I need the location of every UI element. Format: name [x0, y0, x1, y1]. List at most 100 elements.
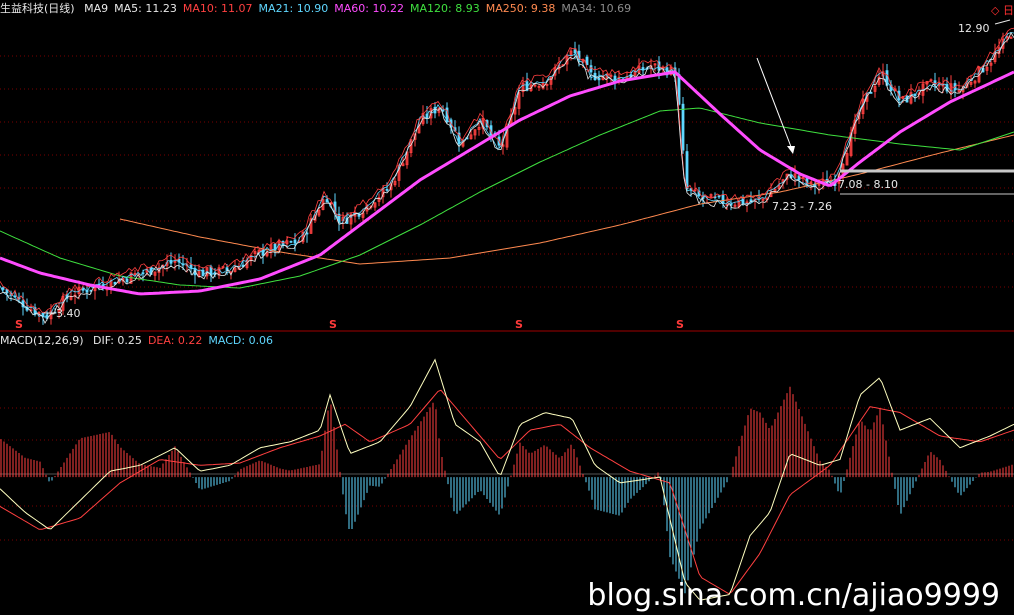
candle-body — [133, 273, 137, 276]
candle-body — [377, 197, 381, 202]
candle-body — [845, 153, 849, 166]
signal-mark: S — [676, 318, 684, 331]
candle-body — [373, 202, 377, 208]
macd-lines — [0, 358, 1014, 601]
candle-body — [597, 77, 601, 81]
moving-average-lines — [0, 27, 1014, 325]
ma-item: MA10: 11.07 — [182, 2, 253, 15]
chart-title: 生益科技(日线) — [0, 2, 75, 15]
candle-body — [153, 271, 157, 276]
candle-body — [61, 296, 65, 311]
candle-body — [253, 251, 257, 254]
candle-body — [857, 112, 861, 120]
candle-body — [685, 151, 689, 190]
macd-values: DIF: 0.25 DEA: 0.22 MACD: 0.06 — [93, 334, 279, 347]
candle-body — [317, 209, 321, 216]
candle-body — [109, 279, 113, 287]
period-flag[interactable]: ◇ 日 — [991, 4, 1014, 17]
candle-body — [633, 70, 637, 76]
ma-item: MA5: 11.23 — [114, 2, 177, 15]
candle-body — [441, 109, 445, 112]
ma-item: MA120: 8.93 — [409, 2, 480, 15]
ma60-line — [0, 70, 1014, 296]
candle-body — [761, 198, 765, 201]
candle-body — [653, 63, 657, 66]
candle-body — [585, 56, 589, 66]
candle-body — [681, 103, 685, 151]
candle-body — [817, 183, 821, 186]
candle-body — [549, 76, 553, 85]
candle-body — [517, 92, 521, 109]
candle-body — [473, 129, 477, 136]
candle-body — [289, 240, 293, 243]
ma-item: MA250: 9.38 — [485, 2, 556, 15]
macd-item: DEA: 0.22 — [147, 334, 203, 347]
candle-body — [573, 49, 577, 54]
candle-body — [349, 214, 353, 225]
candle-body — [393, 180, 397, 186]
candle-body — [477, 126, 481, 130]
candle-body — [293, 239, 297, 244]
low-price-label: 3.40 — [56, 307, 81, 320]
signal-mark: S — [15, 318, 23, 331]
ma250-line — [119, 134, 1014, 265]
candle-body — [721, 195, 725, 204]
candle-body — [389, 184, 393, 191]
candle-body — [321, 199, 325, 210]
ma-item: MA34: 10.69 — [561, 2, 632, 15]
candle-body — [537, 85, 541, 88]
candle-body — [257, 249, 261, 253]
candle-body — [793, 173, 797, 179]
candle-body — [1009, 37, 1013, 39]
candle-body — [421, 113, 425, 125]
candle-body — [469, 134, 473, 140]
candle-body — [265, 252, 269, 257]
high-marker — [994, 19, 1011, 25]
candle-body — [797, 175, 801, 180]
candle-body — [173, 260, 177, 263]
ma-values: MA9 MA5: 11.23 MA10: 11.07 MA21: 10.90 MA60:… — [84, 2, 637, 15]
chart-annotations — [44, 19, 1014, 314]
signal-mark: S — [515, 318, 523, 331]
range-label-2: 7.08 - 8.10 — [838, 178, 898, 191]
range-label-1: 7.23 - 7.26 — [772, 200, 832, 213]
candle-body — [1, 287, 5, 290]
macd-histogram — [0, 386, 1013, 594]
candle-body — [717, 195, 721, 198]
candle-body — [417, 124, 421, 134]
candle-body — [309, 218, 313, 234]
candle-body — [869, 91, 873, 94]
ma-item: MA21: 10.90 — [258, 2, 329, 15]
dif-line — [0, 358, 1014, 601]
candle-body — [933, 80, 937, 86]
high-price-label: 12.90 — [958, 22, 990, 35]
candle-body — [949, 83, 953, 93]
candle-body — [733, 204, 737, 207]
grid-lines — [0, 55, 1014, 541]
candle-body — [989, 62, 993, 66]
candle-body — [353, 212, 357, 217]
candle-body — [249, 255, 253, 261]
candle-body — [313, 214, 317, 221]
macd-title: MACD(12,26,9) — [0, 334, 84, 347]
pointer-arrow — [756, 57, 794, 153]
candle-body — [385, 189, 389, 191]
candle-body — [581, 58, 585, 63]
ma-item: MA9 — [84, 2, 109, 15]
candle-body — [113, 281, 117, 285]
candle-body — [401, 163, 405, 167]
candle-body — [965, 82, 969, 88]
candle-body — [745, 201, 749, 204]
ma10-line — [0, 27, 1014, 313]
candle-body — [273, 243, 277, 251]
watermark: blog.sina.com.cn/ajiao9999 — [587, 578, 1000, 613]
candle-body — [569, 50, 573, 55]
candle-body — [81, 288, 85, 291]
candle-body — [57, 309, 61, 314]
main-legend: 生益科技(日线) MA9 MA5: 11.23 MA10: 11.07 MA21: 1… — [0, 2, 643, 16]
candle-body — [521, 82, 525, 92]
candle-body — [969, 81, 973, 85]
macd-legend: MACD(12,26,9) DIF: 0.25 DEA: 0.22 MACD: 0.… — [0, 334, 285, 348]
